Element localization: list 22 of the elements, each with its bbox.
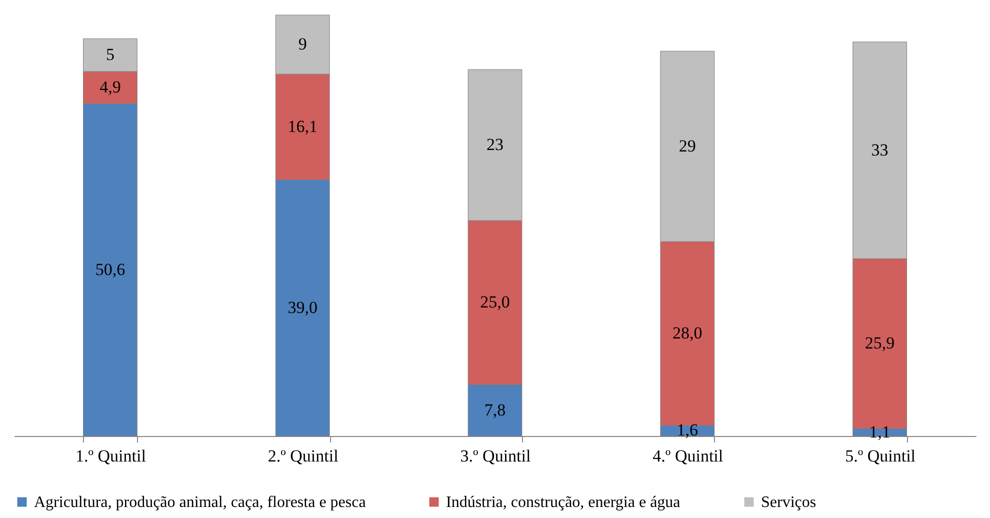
data-label: 5 xyxy=(106,45,114,64)
data-label: 9 xyxy=(298,34,307,54)
data-label: 1,6 xyxy=(676,420,698,440)
data-label: 39,0 xyxy=(288,298,318,317)
data-label: 33 xyxy=(871,140,888,160)
data-label: 4,9 xyxy=(100,78,121,97)
legend-label: Serviços xyxy=(761,494,816,511)
data-label: 50,6 xyxy=(95,260,126,279)
x-tick-label: 1.º Quintil xyxy=(75,446,146,466)
x-tick-label: 4.º Quintil xyxy=(652,446,724,466)
x-tick-label: 5.º Quintil xyxy=(845,446,916,466)
data-label: 28,0 xyxy=(672,324,702,343)
data-label: 7,8 xyxy=(484,400,506,420)
x-tick-label: 2.º Quintil xyxy=(268,446,339,466)
data-label: 25,9 xyxy=(864,334,895,353)
data-label: 29 xyxy=(678,136,696,156)
data-label: 16,1 xyxy=(288,116,318,136)
legend-label: Indústria, construção, energia e água xyxy=(446,494,680,511)
data-label: 23 xyxy=(486,135,504,154)
x-tick-label: 3.º Quintil xyxy=(460,446,531,466)
legend-label: Agricultura, produção animal, caça, floresta e pesca xyxy=(34,494,366,511)
data-label: 25,0 xyxy=(480,292,510,312)
